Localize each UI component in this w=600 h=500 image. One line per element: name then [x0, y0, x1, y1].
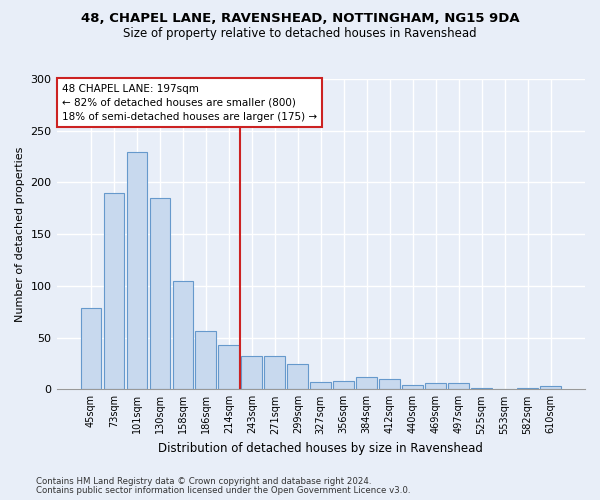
- Bar: [218, 345, 239, 390]
- Bar: [80, 308, 101, 390]
- X-axis label: Distribution of detached houses by size in Ravenshead: Distribution of detached houses by size …: [158, 442, 483, 455]
- Bar: [540, 386, 561, 390]
- Text: 48, CHAPEL LANE, RAVENSHEAD, NOTTINGHAM, NG15 9DA: 48, CHAPEL LANE, RAVENSHEAD, NOTTINGHAM,…: [80, 12, 520, 26]
- Bar: [265, 356, 285, 390]
- Bar: [287, 364, 308, 390]
- Bar: [472, 388, 492, 390]
- Text: 48 CHAPEL LANE: 197sqm
← 82% of detached houses are smaller (800)
18% of semi-de: 48 CHAPEL LANE: 197sqm ← 82% of detached…: [62, 84, 317, 122]
- Text: Size of property relative to detached houses in Ravenshead: Size of property relative to detached ho…: [123, 28, 477, 40]
- Y-axis label: Number of detached properties: Number of detached properties: [15, 146, 25, 322]
- Text: Contains HM Land Registry data © Crown copyright and database right 2024.: Contains HM Land Registry data © Crown c…: [36, 477, 371, 486]
- Bar: [356, 377, 377, 390]
- Bar: [334, 381, 354, 390]
- Bar: [310, 382, 331, 390]
- Bar: [448, 383, 469, 390]
- Bar: [104, 193, 124, 390]
- Bar: [149, 198, 170, 390]
- Bar: [425, 383, 446, 390]
- Bar: [379, 379, 400, 390]
- Bar: [241, 356, 262, 390]
- Text: Contains public sector information licensed under the Open Government Licence v3: Contains public sector information licen…: [36, 486, 410, 495]
- Bar: [196, 332, 216, 390]
- Bar: [403, 385, 423, 390]
- Bar: [173, 280, 193, 390]
- Bar: [517, 388, 538, 390]
- Bar: [127, 152, 147, 390]
